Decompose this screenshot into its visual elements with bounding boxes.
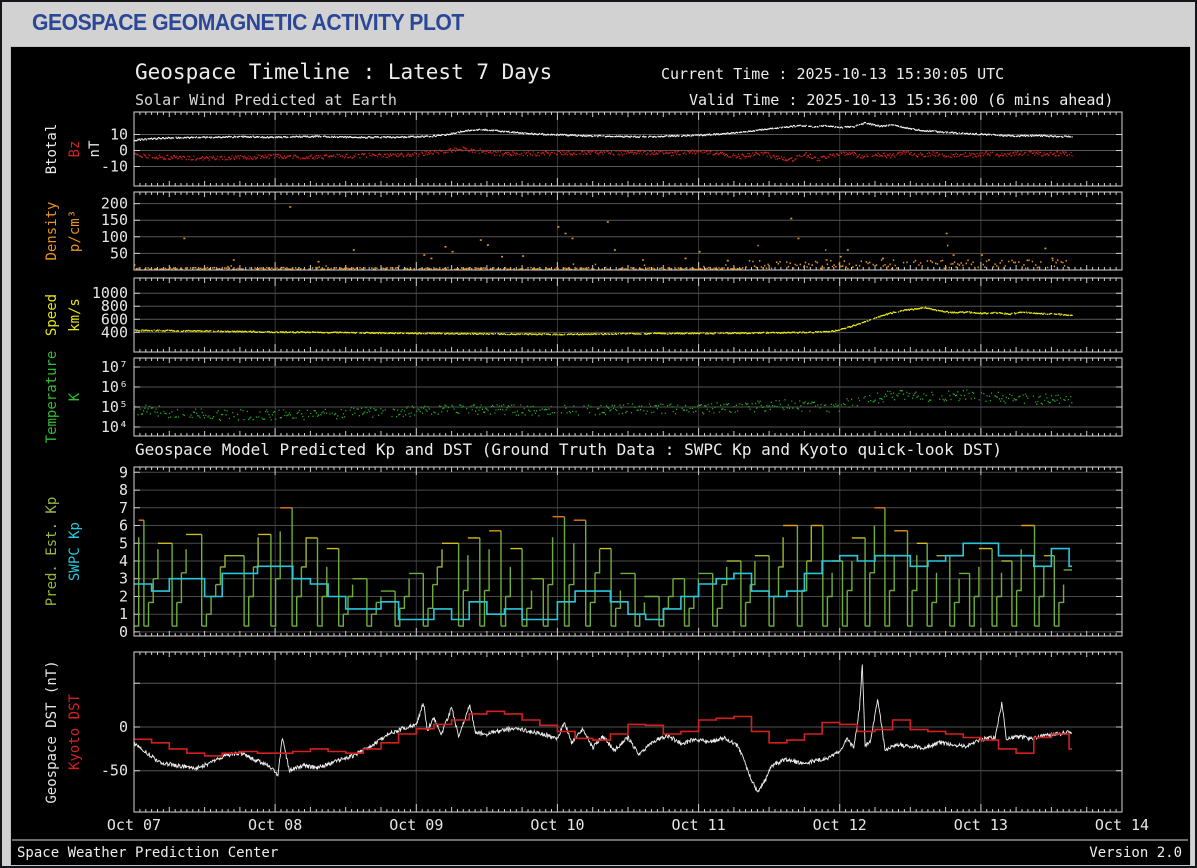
footer-left: Space Weather Prediction Center	[17, 845, 279, 861]
ytick-speed: 600	[101, 310, 128, 328]
ylabel-speed: km/s	[67, 298, 83, 332]
ytick-density: 100	[101, 228, 128, 246]
series-pred-est-kp	[134, 507, 1072, 627]
ytick-kp: 5	[119, 534, 128, 552]
ytick-temp: 10⁷	[101, 358, 128, 376]
ylabel-imf: nT	[87, 140, 103, 157]
page-header: GEOSPACE GEOMAGNETIC ACTIVITY PLOT	[2, 2, 1195, 44]
x-axis-labels: Oct 07 Oct 08 Oct 09 Oct 10 Oct 11 Oct 12 Oct …	[107, 816, 1149, 834]
ylabel-kp: SWPC Kp	[67, 522, 83, 581]
ylabel-temp: Temperature	[44, 351, 60, 444]
xtick-label: Oct 07	[107, 816, 161, 834]
xtick-label: Oct 10	[530, 816, 584, 834]
ylabel-dst: Geospace DST (nT)	[44, 660, 60, 803]
series-temperature	[134, 389, 1073, 421]
xtick-label: Oct 14	[1095, 816, 1149, 834]
plot-subtitle: Solar Wind Predicted at Earth	[135, 91, 397, 109]
ytick-kp: 8	[119, 481, 128, 499]
series-density	[134, 206, 1069, 271]
ytick-temp: 10⁵	[101, 398, 128, 416]
plot-window: 10 0 -10 Btotal Bz nT 200 150 100 50 Density p/cm³ 1…	[10, 46, 1191, 866]
ytick-density: 50	[110, 244, 128, 262]
ytick-kp: 4	[119, 552, 128, 570]
ylabel-imf: Btotal	[44, 124, 60, 175]
ylabel-speed: Speed	[44, 294, 60, 336]
ytick-dst: -50	[101, 762, 128, 780]
ytick-imf: 10	[110, 126, 128, 144]
xtick-label: Oct 11	[671, 816, 725, 834]
xtick-label: Oct 12	[813, 816, 867, 834]
ytick-kp: 3	[119, 570, 128, 588]
ytick-kp: 0	[119, 623, 128, 641]
ytick-imf: 0	[119, 142, 128, 160]
ytick-speed: 1000	[92, 284, 128, 302]
series-speed	[134, 306, 1073, 336]
ylabel-imf: Bz	[67, 141, 83, 158]
ylabel-dst: Kyoto DST	[67, 694, 83, 770]
ytick-temp: 10⁴	[101, 418, 128, 436]
page-title: GEOSPACE GEOMAGNETIC ACTIVITY PLOT	[32, 9, 464, 35]
ytick-kp: 7	[119, 499, 128, 517]
ylabel-density: Density	[44, 201, 60, 260]
ytick-speed: 800	[101, 297, 128, 315]
series-bz	[134, 146, 1073, 162]
series-swpc-kp	[134, 542, 1072, 621]
ylabel-density: p/cm³	[67, 210, 83, 252]
ytick-speed: 400	[101, 323, 128, 341]
valid-time: Valid Time : 2025-10-13 15:36:00 (6 mins…	[689, 91, 1114, 109]
ylabel-temp: K	[67, 392, 83, 401]
ytick-density: 200	[101, 195, 128, 213]
ytick-imf: -10	[101, 158, 128, 176]
series-geospace-dst	[133, 664, 1073, 793]
ytick-dst: 0	[119, 718, 128, 736]
panel-dst: 0 -50 Geospace DST (nT) Kyoto DST	[44, 651, 1123, 813]
xtick-label: Oct 08	[248, 816, 302, 834]
ytick-density: 150	[101, 211, 128, 229]
series-kyoto-dst	[134, 710, 1072, 757]
current-time: Current Time : 2025-10-13 15:30:05 UTC	[661, 65, 1005, 83]
ytick-kp: 1	[119, 605, 128, 623]
ytick-kp: 6	[119, 517, 128, 535]
panel-imf: 100-10 Btotal Bz nT	[44, 111, 1123, 187]
plot-title: Geospace Timeline : Latest 7 Days	[135, 60, 553, 84]
ytick-kp: 9	[119, 463, 128, 481]
ytick-temp: 10⁶	[101, 378, 128, 396]
footer-right: Version 2.0	[1089, 845, 1182, 861]
xtick-label: Oct 13	[954, 816, 1008, 834]
ytick-kp: 2	[119, 587, 128, 605]
mid-title: Geospace Model Predicted Kp and DST (Gro…	[135, 440, 1002, 459]
xtick-label: Oct 09	[389, 816, 443, 834]
series-btotal	[134, 121, 1073, 142]
ylabel-kp: Pred. Est. Kp	[44, 497, 60, 607]
panel-temp: 10⁷ 10⁶ 10⁵ 10⁴ Temperature K	[44, 351, 1123, 444]
